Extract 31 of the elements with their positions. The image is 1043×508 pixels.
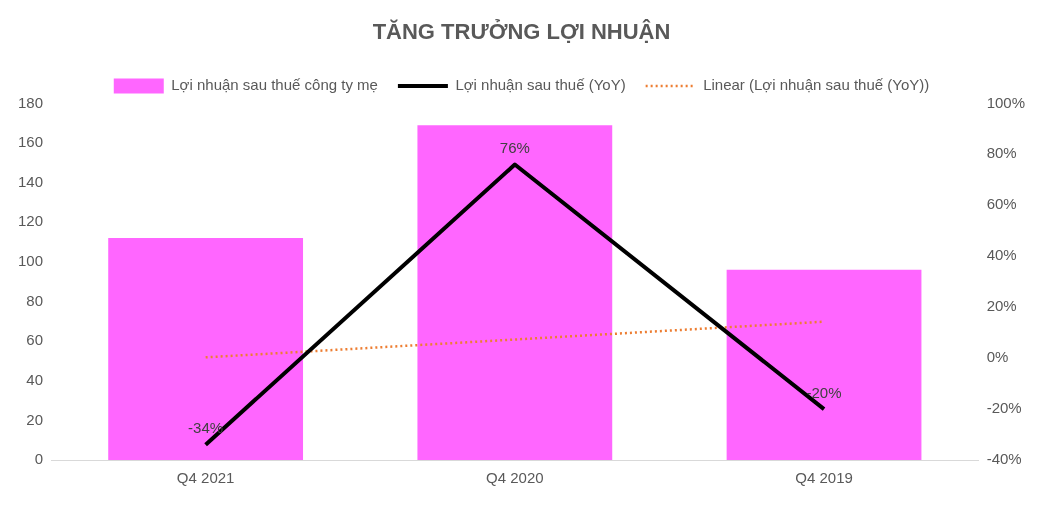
- y2-tick-label: -40%: [986, 450, 1022, 468]
- y-tick-label: 60: [26, 331, 44, 349]
- y-tick-label: 120: [18, 212, 44, 230]
- legend-label: Lợi nhuận sau thuế công ty mẹ: [171, 76, 378, 94]
- y2-tick-label: 80%: [986, 144, 1017, 162]
- y2-tick-label: -20%: [986, 399, 1022, 417]
- bar: [417, 125, 613, 460]
- y2-tick-label: 40%: [986, 246, 1017, 264]
- data-label: -20%: [806, 383, 842, 401]
- y-tick-label: 80: [26, 291, 44, 309]
- data-label: -34%: [188, 419, 224, 437]
- bar: [108, 238, 304, 460]
- y-tick-label: 40: [26, 370, 44, 388]
- y2-tick-label: 20%: [986, 297, 1017, 315]
- data-label: 76%: [499, 139, 530, 157]
- x-tick-label: Q4 2021: [176, 469, 235, 487]
- y-tick-label: 180: [18, 93, 44, 111]
- chart-title: TĂNG TRƯỞNG LỢI NHUẬN: [372, 19, 671, 45]
- legend-label: Lợi nhuận sau thuế (YoY): [455, 76, 626, 94]
- y2-tick-label: 0%: [986, 348, 1009, 366]
- y-tick-label: 140: [18, 172, 44, 190]
- y2-tick-label: 100%: [986, 93, 1026, 111]
- legend-label: Linear (Lợi nhuận sau thuế (YoY)): [703, 76, 930, 94]
- y-tick-label: 100: [18, 252, 44, 270]
- y-tick-label: 0: [34, 450, 44, 468]
- y2-tick-label: 60%: [986, 195, 1017, 213]
- y-tick-label: 160: [18, 133, 44, 151]
- x-tick-label: Q4 2019: [795, 469, 853, 487]
- x-tick-label: Q4 2020: [486, 469, 544, 487]
- y-tick-label: 20: [26, 410, 44, 428]
- bar: [726, 269, 922, 460]
